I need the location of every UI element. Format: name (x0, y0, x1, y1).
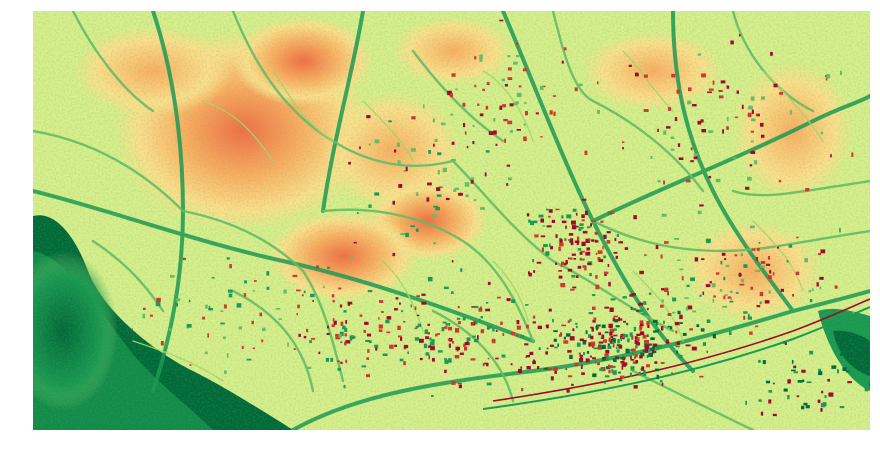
classified-land-map (33, 11, 870, 430)
map-raster[interactable] (33, 11, 870, 430)
texture-overlay (33, 11, 870, 430)
